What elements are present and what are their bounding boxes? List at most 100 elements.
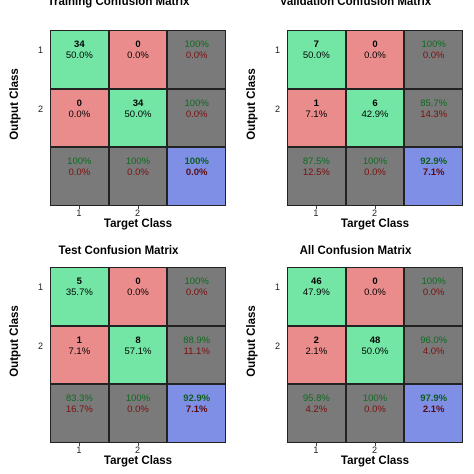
y-tick-label: 2 — [275, 341, 281, 351]
x-tick-label: 1 — [76, 445, 82, 455]
x-tick-mark — [138, 443, 139, 446]
percent-correct: 87.5% — [302, 156, 330, 168]
panel-title: Training Confusion Matrix — [47, 0, 190, 8]
x-tick-mark — [375, 206, 376, 209]
percent-correct: 100% — [184, 156, 209, 168]
percent-incorrect: 0.0% — [364, 404, 386, 416]
row-summary-cell: 100% 0.0% — [404, 30, 463, 89]
misclassified-cell: 1 7.1% — [50, 325, 109, 385]
row-summary-cell: 88.9% 11.1% — [167, 325, 226, 385]
percent-correct: 100% — [184, 276, 209, 287]
x-tick-mark — [79, 443, 81, 446]
percent-value: 50.0% — [124, 108, 152, 120]
overall-accuracy-cell: 92.9% 7.1% — [167, 384, 226, 443]
correct-cell: 6 42.9% — [345, 88, 405, 148]
percent-incorrect: 14.3% — [420, 108, 448, 120]
row-summary-cell: 96.0% 4.0% — [404, 325, 463, 385]
overall-accuracy-cell: 92.9% 7.1% — [404, 147, 463, 206]
y-axis-label: Output Class — [9, 305, 21, 377]
percent-incorrect: 0.0% — [185, 287, 208, 298]
percent-correct: 96.0% — [420, 334, 448, 346]
row-summary-cell: 100% 0.0% — [167, 88, 226, 148]
count-value: 1 — [76, 334, 82, 346]
percent-incorrect: 0.0% — [127, 404, 149, 416]
percent-value: 35.7% — [65, 287, 93, 298]
x-axis-label: Target Class — [103, 455, 173, 467]
x-tick-label: 1 — [313, 445, 319, 455]
y-axis-label: Output Class — [246, 305, 258, 377]
percent-incorrect: 2.1% — [422, 404, 445, 416]
percent-correct: 100% — [184, 97, 209, 109]
x-tick-mark — [375, 443, 376, 446]
percent-incorrect: 0.0% — [422, 50, 445, 61]
y-tick-label: 2 — [38, 104, 44, 114]
count-value: 7 — [313, 39, 319, 50]
percent-value: 2.1% — [305, 345, 328, 357]
percent-incorrect: 0.0% — [364, 167, 386, 179]
y-axis-label: Output Class — [246, 68, 258, 140]
percent-correct: 100% — [421, 39, 446, 50]
misclassified-cell: 0 0.0% — [108, 267, 168, 326]
percent-correct: 88.9% — [183, 334, 211, 346]
percent-correct: 100% — [362, 393, 388, 405]
x-tick-label: 2 — [372, 445, 378, 455]
percent-incorrect: 0.0% — [127, 167, 149, 179]
column-summary-cell: 87.5% 12.5% — [287, 147, 346, 206]
percent-correct: 100% — [125, 393, 151, 405]
percent-value: 57.1% — [124, 345, 152, 357]
count-value: 0 — [135, 276, 141, 287]
confusion-matrix-grid: 5 35.7% 0 0.0% 100% 0.0% 1 7.1% 8 57.1% 88.9% 11.1%… — [50, 267, 226, 443]
percent-correct: 100% — [362, 156, 388, 168]
count-value: 6 — [372, 97, 378, 109]
percent-correct: 92.9% — [420, 156, 448, 168]
correct-cell: 46 47.9% — [287, 267, 346, 326]
correct-cell: 34 50.0% — [108, 88, 168, 148]
percent-correct: 100% — [421, 276, 446, 287]
column-summary-cell: 83.3% 16.7% — [50, 384, 109, 443]
confusion-matrix-grid: 7 50.0% 0 0.0% 100% 0.0% 1 7.1% 6 42.9% 85.7% 14.3%… — [287, 30, 463, 206]
percent-correct: 85.7% — [420, 97, 448, 109]
percent-incorrect: 0.0% — [185, 108, 208, 120]
x-tick-mark — [316, 206, 318, 209]
count-value: 1 — [313, 97, 319, 109]
x-tick-label: 2 — [135, 445, 141, 455]
count-value: 34 — [132, 97, 144, 109]
percent-correct: 100% — [67, 156, 92, 168]
percent-value: 7.1% — [68, 345, 91, 357]
percent-value: 0.0% — [127, 287, 149, 298]
count-value: 46 — [311, 276, 322, 287]
percent-value: 0.0% — [364, 50, 386, 61]
row-summary-cell: 85.7% 14.3% — [404, 88, 463, 148]
column-summary-cell: 100% 0.0% — [108, 147, 168, 206]
misclassified-cell: 1 7.1% — [287, 88, 346, 148]
misclassified-cell: 0 0.0% — [50, 88, 109, 148]
percent-incorrect: 12.5% — [302, 167, 330, 179]
count-value: 48 — [369, 334, 381, 346]
percent-incorrect: 7.1% — [422, 167, 445, 179]
percent-incorrect: 4.0% — [422, 345, 445, 357]
percent-incorrect: 16.7% — [65, 404, 93, 416]
x-axis-label: Target Class — [340, 218, 410, 230]
percent-value: 42.9% — [361, 108, 389, 120]
column-summary-cell: 100% 0.0% — [50, 147, 109, 206]
panel-title: Test Confusion Matrix — [58, 245, 179, 257]
percent-incorrect: 4.2% — [305, 404, 328, 416]
x-tick-label: 1 — [313, 208, 319, 218]
count-value: 8 — [135, 334, 141, 346]
confusion-matrix-panel: All Confusion Matrix Output Class Target C… — [237, 237, 474, 474]
y-tick-label: 1 — [275, 45, 281, 56]
misclassified-cell: 2 2.1% — [287, 325, 346, 385]
overall-accuracy-cell: 97.9% 2.1% — [404, 384, 463, 443]
correct-cell: 5 35.7% — [50, 267, 109, 326]
percent-incorrect: 0.0% — [422, 287, 445, 298]
correct-cell: 34 50.0% — [50, 30, 109, 89]
percent-value: 50.0% — [65, 50, 93, 61]
percent-incorrect: 11.1% — [183, 345, 210, 357]
count-value: 0 — [372, 276, 378, 287]
column-summary-cell: 100% 0.0% — [345, 147, 405, 206]
x-axis-label: Target Class — [103, 218, 173, 230]
percent-correct: 100% — [184, 39, 209, 50]
count-value: 34 — [74, 39, 85, 50]
percent-incorrect: 7.1% — [185, 404, 208, 416]
percent-incorrect: 0.0% — [185, 167, 208, 179]
